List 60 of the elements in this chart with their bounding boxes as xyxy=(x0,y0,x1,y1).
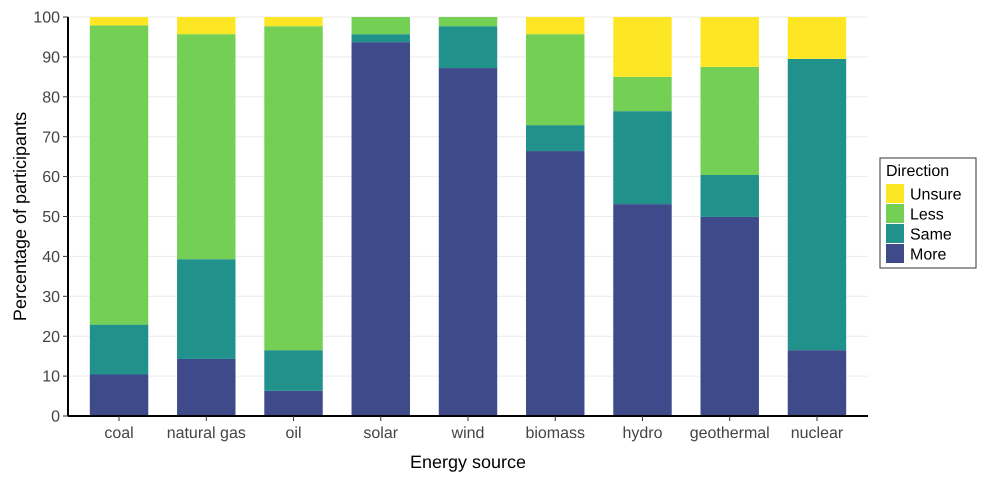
y-tick-label: 40 xyxy=(42,249,60,266)
bar xyxy=(352,34,410,42)
y-tick-label: 90 xyxy=(42,50,60,66)
x-tick-label: coal xyxy=(104,425,134,442)
legend-label: Same xyxy=(910,226,952,244)
bar xyxy=(788,58,846,350)
bar xyxy=(700,66,759,176)
y-tick-label: 80 xyxy=(42,89,60,106)
bar xyxy=(526,34,584,126)
bar xyxy=(788,350,846,416)
bar xyxy=(177,34,236,260)
bar xyxy=(177,259,236,359)
bar xyxy=(700,175,759,217)
y-tick-label: 0 xyxy=(51,408,60,426)
legend-label: Unsure xyxy=(910,186,962,204)
y-tick-label: 10 xyxy=(42,368,60,386)
x-tick-label: natural gas xyxy=(166,425,246,442)
legend-label: More xyxy=(910,246,947,264)
bar xyxy=(438,26,498,68)
x-tick-label: hydro xyxy=(622,425,663,442)
bar xyxy=(613,111,672,204)
y-tick-label: 100 xyxy=(33,10,60,27)
bar xyxy=(90,17,148,26)
bar xyxy=(352,42,410,416)
bar xyxy=(613,76,672,112)
bar xyxy=(264,390,323,416)
bar xyxy=(264,26,323,350)
legend-title: Direction xyxy=(886,163,950,180)
bar xyxy=(352,17,410,34)
bar xyxy=(438,68,498,416)
y-tick-label: 50 xyxy=(42,209,60,226)
y-tick-label: 70 xyxy=(42,129,60,146)
bar xyxy=(177,17,236,34)
y-tick-label: 60 xyxy=(42,169,60,186)
bar xyxy=(90,25,148,325)
x-tick-label: wind xyxy=(450,425,484,442)
bar xyxy=(613,204,672,416)
bar xyxy=(788,17,846,59)
bar xyxy=(264,350,323,391)
y-tick-label: 30 xyxy=(42,288,60,306)
y-tick-label: 20 xyxy=(42,328,60,346)
x-axis-title: Energy source xyxy=(410,452,526,472)
legend-label: Less xyxy=(910,206,944,224)
x-tick-label: solar xyxy=(363,425,399,442)
bar xyxy=(177,358,236,416)
bar xyxy=(700,17,759,67)
bar xyxy=(90,374,148,416)
bar xyxy=(613,17,672,77)
y-axis-title: Percentage of participants xyxy=(10,112,30,322)
bar xyxy=(90,324,148,375)
bar xyxy=(526,17,584,34)
bar xyxy=(700,216,759,416)
x-tick-label: oil xyxy=(286,425,302,442)
bar xyxy=(526,151,584,416)
bar xyxy=(264,17,323,26)
bar xyxy=(438,17,498,26)
x-tick-label: nuclear xyxy=(790,425,844,442)
x-tick-label: geothermal xyxy=(690,425,770,442)
bar xyxy=(526,125,584,152)
x-tick-label: biomass xyxy=(525,425,586,442)
